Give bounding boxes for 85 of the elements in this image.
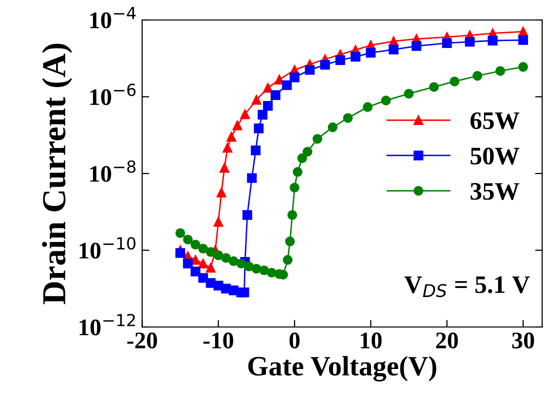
- y-tick-label: 10$^{−10}$: [80, 237, 136, 259]
- point: [518, 62, 528, 72]
- point: [247, 173, 257, 183]
- x-axis-title: Gate Voltage(V): [248, 356, 436, 382]
- y-tick-label: 10$^{−8}$: [90, 160, 136, 182]
- point: [213, 250, 224, 260]
- point: [518, 35, 528, 45]
- point: [328, 122, 338, 132]
- point: [222, 142, 232, 153]
- point: [216, 188, 226, 198]
- legend-label: 65W: [470, 112, 520, 130]
- point: [464, 36, 475, 47]
- point: [183, 234, 193, 244]
- point: [320, 60, 330, 70]
- point: [183, 258, 193, 268]
- point: [312, 134, 322, 144]
- x-tick-label: 30: [512, 332, 534, 348]
- point: [263, 100, 273, 111]
- point: [472, 71, 482, 81]
- point: [282, 255, 293, 265]
- point: [206, 262, 216, 273]
- point: [228, 256, 238, 266]
- point: [343, 113, 353, 123]
- point: [242, 210, 252, 220]
- point: [239, 287, 250, 298]
- point: [442, 38, 452, 48]
- point: [381, 96, 391, 106]
- y-tick-label: 10$^{−12}$: [80, 314, 135, 336]
- point: [258, 110, 268, 120]
- point: [495, 66, 506, 76]
- annotation: V$_{DS}$ = 5.1 V: [404, 276, 530, 298]
- point: [266, 268, 277, 278]
- x-tick-label: 20: [436, 332, 458, 348]
- point: [226, 132, 236, 142]
- point: [287, 210, 298, 220]
- point: [250, 146, 261, 156]
- point: [175, 248, 186, 258]
- point: [236, 258, 246, 268]
- point: [488, 36, 498, 46]
- point: [302, 146, 312, 157]
- point: [350, 52, 360, 62]
- point: [198, 258, 208, 268]
- point: [263, 83, 273, 93]
- y-axis-title: Drain Current (A): [42, 44, 72, 304]
- point: [290, 182, 300, 192]
- point: [252, 264, 262, 274]
- point: [198, 244, 208, 254]
- point: [388, 44, 398, 54]
- point: [206, 247, 216, 257]
- point: [270, 90, 280, 100]
- point: [366, 48, 376, 58]
- point: [175, 228, 186, 238]
- legend-label: 50W: [470, 148, 520, 165]
- point: [274, 74, 284, 84]
- point: [259, 265, 269, 276]
- point: [297, 153, 308, 164]
- x-tick-label: -10: [203, 332, 234, 348]
- point: [282, 80, 292, 90]
- point: [254, 124, 264, 134]
- point: [292, 167, 302, 177]
- y-tick-label: 10$^{−6}$: [90, 84, 136, 106]
- point: [450, 76, 460, 86]
- point: [240, 109, 250, 120]
- point: [221, 253, 231, 263]
- point: [198, 273, 208, 283]
- point: [252, 94, 262, 105]
- point: [412, 41, 422, 51]
- legend-label: 35W: [470, 183, 520, 200]
- point: [285, 236, 295, 246]
- x-tick-label: 10: [360, 332, 382, 348]
- point: [335, 55, 346, 65]
- x-tick-label: 0: [290, 332, 300, 348]
- point: [304, 65, 315, 75]
- x-tick-label: -20: [127, 332, 157, 348]
- point: [290, 72, 300, 82]
- point: [404, 88, 414, 99]
- point: [232, 120, 242, 130]
- point: [213, 216, 224, 227]
- y-tick-label: 10$^{−4}$: [90, 6, 136, 28]
- point: [190, 240, 200, 250]
- point: [429, 82, 439, 92]
- point: [362, 102, 373, 112]
- point: [220, 163, 230, 173]
- point: [244, 262, 254, 272]
- point: [190, 266, 200, 276]
